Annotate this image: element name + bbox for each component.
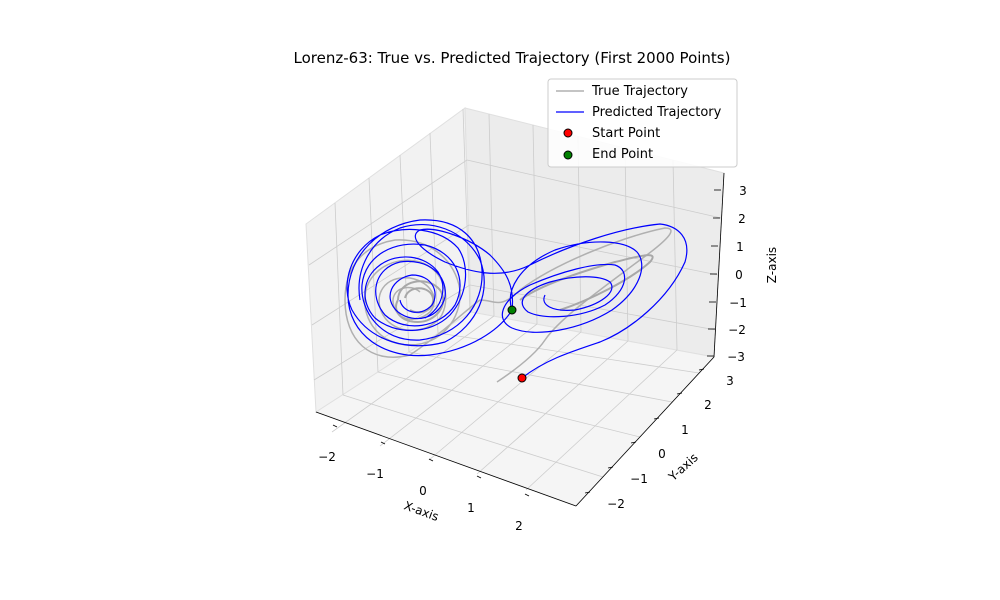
y-axis-tick-label: −2 — [607, 497, 625, 511]
y-axis-tick-mark — [676, 392, 683, 395]
z-axis-tick-label: 2 — [738, 212, 746, 226]
y-axis-tick-label: 0 — [658, 447, 666, 461]
y-axis-tick-mark — [698, 368, 705, 371]
x-axis-ticks: −2 −1 0 1 2 — [318, 424, 530, 533]
y-axis-tick-mark — [607, 466, 614, 469]
legend: True Trajectory Predicted Trajectory Sta… — [547, 78, 738, 168]
z-axis-tick-label: −3 — [727, 350, 745, 364]
y-axis-label: Y-axis — [665, 450, 701, 484]
y-axis-tick-mark — [653, 417, 660, 420]
legend-true-label: True Trajectory — [591, 84, 688, 99]
y-axis-tick-mark — [584, 491, 591, 494]
z-axis-tick-label: −2 — [728, 323, 746, 337]
y-axis-tick-label: 1 — [681, 423, 689, 437]
start-point-marker — [517, 373, 527, 383]
z-axis-tick-label: 1 — [736, 240, 744, 254]
x-axis-tick-mark — [476, 475, 482, 479]
z-axis-ticks: −3 −2 −1 0 1 2 3 — [707, 184, 747, 364]
legend-end-label: End Point — [592, 147, 653, 162]
chart-title: Lorenz-63: True vs. Predicted Trajectory… — [294, 49, 731, 67]
y-axis-tick-label: 2 — [704, 398, 712, 412]
axis-lines — [315, 172, 725, 507]
trajectories — [344, 219, 688, 383]
x-axis-tick-label: −1 — [366, 467, 384, 481]
x-axis-tick-label: 1 — [467, 501, 475, 515]
grid-lines — [308, 108, 722, 491]
z-axis-line — [713, 172, 725, 358]
legend-predicted-label: Predicted Trajectory — [592, 105, 722, 120]
y-axis-tick-label: −1 — [630, 472, 648, 486]
x-axis-tick-label: −2 — [318, 450, 336, 464]
legend-box — [547, 78, 738, 168]
predicted-trajectory-line — [346, 219, 688, 379]
y-axis-tick-mark — [630, 441, 637, 444]
y-axis-tick-label: 3 — [726, 374, 734, 388]
x-axis-tick-mark — [332, 424, 338, 428]
axes-panes — [305, 107, 725, 507]
x-axis-line — [315, 411, 577, 507]
end-point-marker — [507, 305, 517, 315]
legend-end-swatch — [563, 150, 573, 160]
x-axis-label: X-axis — [402, 499, 441, 524]
legend-start-swatch — [563, 128, 573, 138]
legend-start-label: Start Point — [592, 126, 660, 141]
z-axis-tick-label: −1 — [729, 296, 747, 310]
x-axis-tick-mark — [380, 441, 386, 445]
true-trajectory-line — [344, 227, 672, 383]
z-axis-label: Z-axis — [765, 247, 779, 283]
y-axis-ticks: −2 −1 0 1 23 — [584, 368, 734, 511]
z-axis-tick-label: 0 — [735, 268, 743, 282]
x-axis-tick-mark — [428, 458, 434, 462]
x-axis-tick-mark — [524, 493, 530, 497]
y-axis-line — [575, 356, 715, 507]
z-axis-tick-label: 3 — [739, 184, 747, 198]
x-axis-tick-label: 2 — [515, 519, 523, 533]
x-axis-tick-label: 0 — [419, 484, 427, 498]
